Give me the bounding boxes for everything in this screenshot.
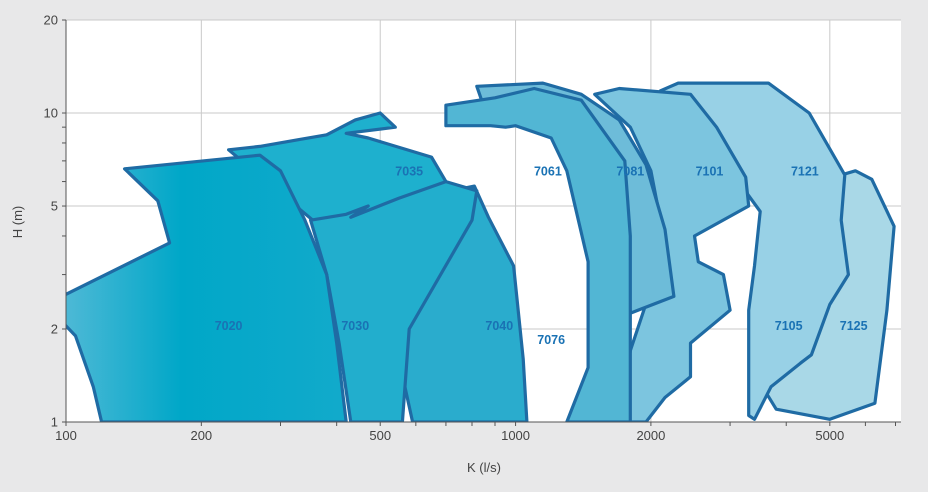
regions: [66, 81, 896, 422]
region-label-7040: 7040: [485, 319, 513, 333]
region-7061: [444, 86, 632, 422]
y-tick-label: 10: [44, 106, 58, 121]
x-tick-label: 5000: [815, 428, 844, 443]
region-label-7081: 7081: [616, 164, 644, 178]
region-label-7020: 7020: [215, 319, 243, 333]
axes: 100 200 500 1000 2000 5000 1 2 5 10 20: [44, 13, 901, 443]
x-axis-label: K (l/s): [467, 460, 501, 475]
region-label-7105: 7105: [775, 319, 803, 333]
region-label-7101: 7101: [696, 164, 724, 178]
y-tick-label: 20: [44, 13, 58, 28]
region-label-7121: 7121: [791, 164, 819, 178]
x-tick-label: 500: [369, 428, 391, 443]
region-label-7076: 7076: [537, 333, 565, 347]
region-label-7030: 7030: [341, 319, 369, 333]
region-7020: [66, 153, 348, 422]
x-tick-label: 2000: [636, 428, 665, 443]
x-tick-label: 100: [55, 428, 77, 443]
region-label-7061: 7061: [534, 164, 562, 178]
region-7121: [658, 81, 851, 421]
y-axis-label: H (m): [10, 206, 25, 239]
region-labels: 7125 7121 7105 7101 7081 7076 7061 7040 7035 7030…: [215, 164, 868, 347]
y-tick-label: 5: [51, 199, 58, 214]
x-tick-label: 1000: [501, 428, 530, 443]
y-tick-label: 2: [51, 321, 58, 336]
region-label-7035: 7035: [395, 164, 423, 178]
x-tick-label: 200: [190, 428, 212, 443]
region-label-7125: 7125: [840, 319, 868, 333]
y-tick-label: 1: [51, 415, 58, 430]
